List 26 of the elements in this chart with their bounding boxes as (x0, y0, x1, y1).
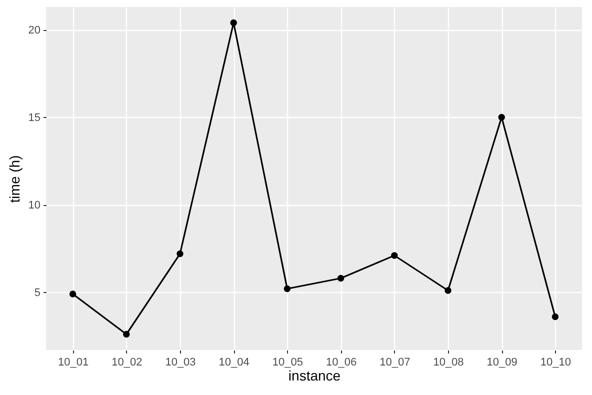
point (69, 290, 76, 298)
point (176, 250, 184, 258)
x-tick-label: 10_10 (540, 356, 571, 368)
x-tick-label: 10_01 (58, 356, 89, 368)
y-tick-label: 5 (34, 286, 40, 299)
y-axis-title: time (h) (6, 155, 22, 203)
x-tick-label: 10_03 (165, 356, 196, 368)
x-tick-label: 10_05 (272, 356, 303, 368)
y-tick-label: 10 (28, 199, 40, 212)
point (284, 285, 291, 292)
y-tick-label: 15 (28, 112, 40, 124)
point (391, 252, 398, 259)
point (498, 114, 505, 121)
x-tick-label: 10_07 (380, 356, 410, 368)
x-tick-label: 10_06 (326, 356, 357, 368)
x-tick-label: 10_09 (486, 356, 518, 368)
point (337, 274, 344, 282)
point (123, 330, 130, 338)
point (444, 287, 452, 294)
x-tick-label: 10_08 (433, 356, 464, 368)
y-tick-label: 20 (28, 24, 40, 36)
point (552, 313, 559, 320)
x-tick-label: 10_04 (218, 356, 250, 368)
x-tick-label: 10_02 (112, 356, 142, 368)
point (230, 19, 237, 26)
x-axis-title: instance (288, 368, 341, 384)
